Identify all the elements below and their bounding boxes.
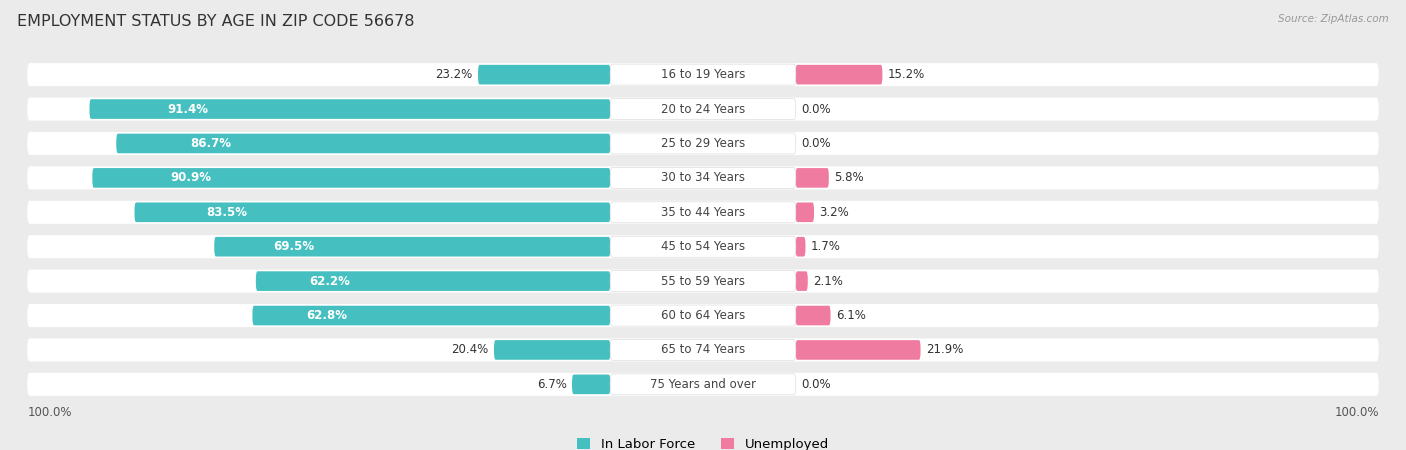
Text: 62.8%: 62.8% xyxy=(307,309,347,322)
Text: 6.7%: 6.7% xyxy=(537,378,567,391)
Text: 69.5%: 69.5% xyxy=(274,240,315,253)
Text: 62.2%: 62.2% xyxy=(309,274,350,288)
FancyBboxPatch shape xyxy=(256,271,610,291)
FancyBboxPatch shape xyxy=(27,235,1379,258)
FancyBboxPatch shape xyxy=(610,339,796,360)
FancyBboxPatch shape xyxy=(478,65,610,85)
Text: 0.0%: 0.0% xyxy=(801,378,831,391)
FancyBboxPatch shape xyxy=(610,64,796,85)
FancyBboxPatch shape xyxy=(27,270,1379,293)
FancyBboxPatch shape xyxy=(610,236,796,257)
Text: EMPLOYMENT STATUS BY AGE IN ZIP CODE 56678: EMPLOYMENT STATUS BY AGE IN ZIP CODE 566… xyxy=(17,14,415,28)
FancyBboxPatch shape xyxy=(610,374,796,395)
Text: 2.1%: 2.1% xyxy=(813,274,842,288)
Text: 20.4%: 20.4% xyxy=(451,343,489,356)
FancyBboxPatch shape xyxy=(90,99,610,119)
FancyBboxPatch shape xyxy=(27,304,1379,327)
FancyBboxPatch shape xyxy=(796,271,808,291)
FancyBboxPatch shape xyxy=(610,99,796,120)
Text: 0.0%: 0.0% xyxy=(801,137,831,150)
FancyBboxPatch shape xyxy=(27,338,1379,361)
Text: 3.2%: 3.2% xyxy=(820,206,849,219)
Text: 5.8%: 5.8% xyxy=(834,171,863,184)
FancyBboxPatch shape xyxy=(796,202,814,222)
Text: 15.2%: 15.2% xyxy=(887,68,925,81)
FancyBboxPatch shape xyxy=(610,167,796,189)
FancyBboxPatch shape xyxy=(214,237,610,256)
Text: 91.4%: 91.4% xyxy=(167,103,208,116)
Text: 83.5%: 83.5% xyxy=(205,206,247,219)
FancyBboxPatch shape xyxy=(610,133,796,154)
Text: 100.0%: 100.0% xyxy=(1334,406,1379,419)
Text: Source: ZipAtlas.com: Source: ZipAtlas.com xyxy=(1278,14,1389,23)
Text: 30 to 34 Years: 30 to 34 Years xyxy=(661,171,745,184)
FancyBboxPatch shape xyxy=(27,201,1379,224)
FancyBboxPatch shape xyxy=(27,373,1379,396)
FancyBboxPatch shape xyxy=(796,306,831,325)
FancyBboxPatch shape xyxy=(796,65,883,85)
Text: 90.9%: 90.9% xyxy=(170,171,211,184)
FancyBboxPatch shape xyxy=(572,374,610,394)
FancyBboxPatch shape xyxy=(27,132,1379,155)
Text: 23.2%: 23.2% xyxy=(436,68,472,81)
FancyBboxPatch shape xyxy=(27,63,1379,86)
FancyBboxPatch shape xyxy=(796,340,921,360)
Text: 16 to 19 Years: 16 to 19 Years xyxy=(661,68,745,81)
FancyBboxPatch shape xyxy=(796,168,830,188)
FancyBboxPatch shape xyxy=(610,202,796,223)
Legend: In Labor Force, Unemployed: In Labor Force, Unemployed xyxy=(576,438,830,450)
Text: 100.0%: 100.0% xyxy=(27,406,72,419)
Text: 60 to 64 Years: 60 to 64 Years xyxy=(661,309,745,322)
Text: 75 Years and over: 75 Years and over xyxy=(650,378,756,391)
Text: 21.9%: 21.9% xyxy=(925,343,963,356)
FancyBboxPatch shape xyxy=(117,134,610,153)
FancyBboxPatch shape xyxy=(796,237,806,256)
Text: 0.0%: 0.0% xyxy=(801,103,831,116)
Text: 6.1%: 6.1% xyxy=(835,309,866,322)
Text: 55 to 59 Years: 55 to 59 Years xyxy=(661,274,745,288)
FancyBboxPatch shape xyxy=(610,305,796,326)
FancyBboxPatch shape xyxy=(27,166,1379,189)
FancyBboxPatch shape xyxy=(253,306,610,325)
Text: 65 to 74 Years: 65 to 74 Years xyxy=(661,343,745,356)
Text: 35 to 44 Years: 35 to 44 Years xyxy=(661,206,745,219)
FancyBboxPatch shape xyxy=(27,98,1379,121)
Text: 20 to 24 Years: 20 to 24 Years xyxy=(661,103,745,116)
Text: 1.7%: 1.7% xyxy=(811,240,841,253)
Text: 86.7%: 86.7% xyxy=(190,137,232,150)
Text: 45 to 54 Years: 45 to 54 Years xyxy=(661,240,745,253)
FancyBboxPatch shape xyxy=(135,202,610,222)
FancyBboxPatch shape xyxy=(610,270,796,292)
Text: 25 to 29 Years: 25 to 29 Years xyxy=(661,137,745,150)
FancyBboxPatch shape xyxy=(494,340,610,360)
FancyBboxPatch shape xyxy=(93,168,610,188)
